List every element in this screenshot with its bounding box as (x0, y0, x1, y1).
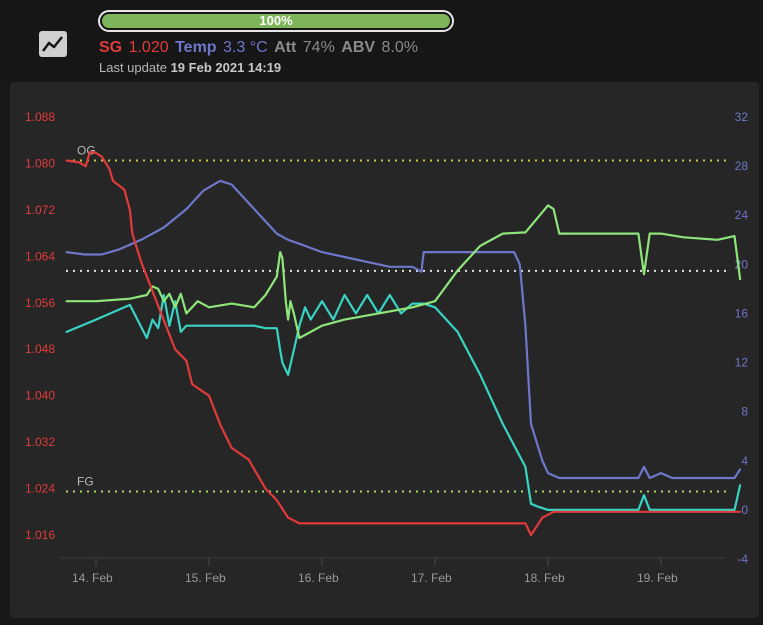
last-update-prefix: Last update (99, 60, 167, 75)
y-left-tick-label: 1.072 (25, 203, 55, 217)
fermentation-progress-bar: 100% (98, 10, 454, 32)
x-tick-label: 18. Feb (524, 571, 565, 585)
y-left-tick-label: 1.016 (25, 528, 55, 542)
y-right-tick-label: 16 (735, 306, 749, 320)
plot-line-label: OG (77, 144, 96, 158)
y-right-tick-label: 24 (735, 208, 749, 222)
last-update-time: 19 Feb 2021 14:19 (170, 60, 282, 75)
x-tick-label: 15. Feb (185, 571, 226, 585)
y-right-tick-label: -4 (737, 552, 748, 566)
y-right-tick-label: 12 (735, 356, 749, 370)
y-right-tick-label: 32 (735, 110, 749, 124)
chart-panel (10, 82, 759, 618)
y-left-tick-label: 1.024 (25, 482, 55, 496)
y-left-tick-label: 1.048 (25, 342, 55, 356)
abv-value: 8.0% (381, 39, 418, 56)
abv-label: ABV (341, 39, 376, 56)
last-update: Last update 19 Feb 2021 14:19 (99, 60, 281, 75)
sg-value: 1.020 (128, 39, 169, 56)
header-bar: 100% SG 1.020 Temp 3.3 °C Att 74% ABV 8.… (0, 0, 763, 82)
progress-label: 100% (259, 13, 293, 28)
temp-label: Temp (175, 39, 217, 56)
progress-fill (102, 14, 450, 28)
sg-label: SG (99, 39, 123, 56)
y-right-tick-label: 0 (741, 503, 748, 517)
cyan-series-line (65, 293, 742, 511)
x-tick-label: 17. Feb (411, 571, 452, 585)
stats-line: SG 1.020 Temp 3.3 °C Att 74% ABV 8.0% (99, 39, 420, 57)
temp-series-line (65, 179, 742, 480)
y-left-tick-label: 1.040 (25, 389, 55, 403)
attenuation-value: 74% (302, 39, 335, 56)
x-tick-label: 14. Feb (72, 571, 113, 585)
y-right-tick-label: 8 (741, 405, 748, 419)
attenuation-label: Att (274, 39, 297, 56)
temp-value: 3.3 °C (223, 39, 268, 56)
plot-line-label: FG (77, 474, 94, 488)
y-right-tick-label: 28 (735, 159, 749, 173)
sg-series-line (65, 150, 742, 537)
x-tick-label: 16. Feb (298, 571, 339, 585)
y-left-tick-label: 1.088 (25, 110, 55, 124)
y-left-tick-label: 1.032 (25, 435, 55, 449)
y-left-tick-label: 1.064 (25, 249, 55, 263)
y-left-tick-label: 1.080 (25, 156, 55, 170)
y-right-tick-label: 4 (741, 454, 748, 468)
y-left-tick-label: 1.056 (25, 296, 55, 310)
chart-line-icon[interactable] (38, 30, 68, 58)
green-series-line (65, 204, 742, 340)
x-tick-label: 19. Feb (637, 571, 678, 585)
